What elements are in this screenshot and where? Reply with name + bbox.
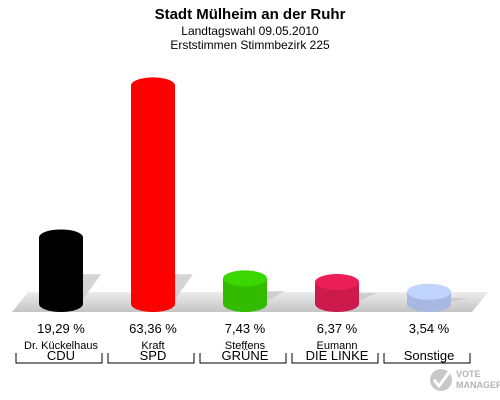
candidate-label-spd: Kraft xyxy=(141,340,164,352)
watermark-manager: MANAGER xyxy=(456,380,500,390)
chart-subtitle-date: Landtagswahl 09.05.2010 xyxy=(181,24,319,38)
category-bracket-die-linke xyxy=(291,353,379,364)
value-label-cdu: 19,29 % xyxy=(37,321,85,336)
category-bracket-gr-ne xyxy=(199,353,287,364)
category-label-die-linke: DIE LINKE xyxy=(306,348,369,363)
candidate-label-gr-ne: Steffens xyxy=(225,340,266,352)
bar-spd xyxy=(131,85,175,313)
value-label-die-linke: 6,37 % xyxy=(317,321,358,336)
value-label-gr-ne: 7,43 % xyxy=(225,321,266,336)
watermark-vote: VOTE xyxy=(456,369,481,379)
vote-manager-logo: VOTE MANAGER xyxy=(430,369,500,391)
bar-die-linke xyxy=(315,282,359,312)
bar-top-sonstige xyxy=(407,283,451,300)
value-label-sonstige: 3,54 % xyxy=(409,321,450,336)
bar-top-cdu xyxy=(39,229,83,246)
candidate-label-die-linke: Eumann xyxy=(317,340,358,352)
bar-gr-ne xyxy=(223,278,267,312)
category-bracket-cdu xyxy=(15,353,103,364)
category-bracket-spd xyxy=(107,353,195,364)
bar-top-spd xyxy=(131,77,175,94)
category-label-cdu: CDU xyxy=(47,348,75,363)
candidate-label-cdu: Dr. Kückelhaus xyxy=(24,340,98,352)
checkmark-glyph xyxy=(432,370,452,389)
bar-cdu xyxy=(39,237,83,312)
value-label-spd: 63,36 % xyxy=(129,321,177,336)
bars xyxy=(39,77,451,313)
category-label-sonstige: Sonstige xyxy=(404,348,455,363)
category-label-spd: SPD xyxy=(140,348,167,363)
chart-subtitle-district: Erststimmen Stimmbezirk 225 xyxy=(170,38,330,52)
bar-top-gr-ne xyxy=(223,270,267,287)
category-label-gr-ne: GRÜNE xyxy=(222,348,269,363)
chart-title: Stadt Mülheim an der Ruhr xyxy=(155,6,346,23)
category-bracket-sonstige xyxy=(383,353,471,364)
bar-top-die-linke xyxy=(315,274,359,291)
